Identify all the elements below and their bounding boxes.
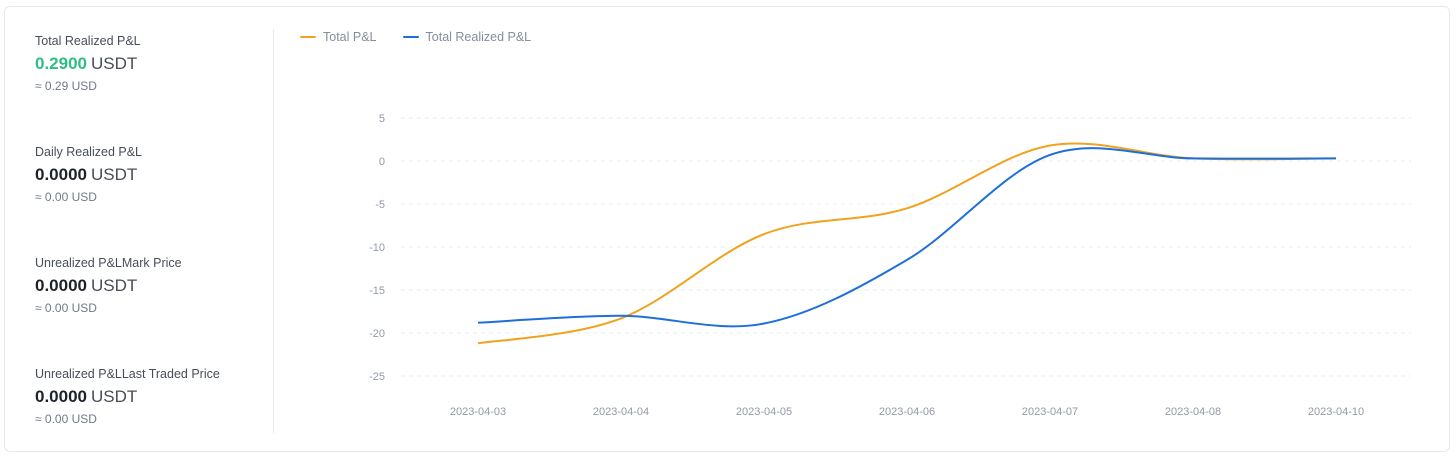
stat-value: 0.0000 USDT	[35, 276, 182, 296]
stat-label: Total Realized P&L	[35, 34, 141, 48]
x-tick-label: 2023-04-05	[736, 406, 792, 418]
y-tick-label: -5	[375, 199, 385, 211]
x-tick-label: 2023-04-10	[1308, 406, 1364, 418]
x-tick-label: 2023-04-08	[1165, 406, 1221, 418]
stat-unit: USDT	[91, 54, 138, 73]
stat-approx: ≈ 0.00 USD	[35, 412, 97, 426]
stat-number: 0.0000	[35, 165, 87, 184]
pnl-card: Total Realized P&L 0.2900 USDT ≈ 0.29 USD…	[4, 6, 1450, 452]
stat-approx: ≈ 0.29 USD	[35, 79, 97, 93]
legend-swatch	[300, 36, 316, 38]
y-tick-label: -20	[369, 328, 385, 340]
y-tick-label: -15	[369, 285, 385, 297]
stat-label: Unrealized P&LLast Traded Price	[35, 367, 220, 381]
x-tick-label: 2023-04-03	[450, 406, 506, 418]
stat-value: 0.2900 USDT	[35, 54, 141, 74]
x-tick-label: 2023-04-04	[593, 406, 649, 418]
stat-number: 0.2900	[35, 54, 87, 73]
stat-approx: ≈ 0.00 USD	[35, 301, 97, 315]
pnl-line-chart[interactable]: 5 0 -5 -10 -15 -20 -25 2023-04-03 2023-04-04 2023…	[5, 7, 1451, 453]
series-line	[477, 142, 1337, 345]
x-tick-label: 2023-04-06	[879, 406, 935, 418]
y-tick-label: -25	[369, 371, 385, 383]
stat-unrealized-pnl-last: Unrealized P&LLast Traded Price 0.0000 US…	[35, 366, 220, 426]
stat-unit: USDT	[91, 165, 138, 184]
legend-item-total-pnl[interactable]: Total P&L	[300, 30, 377, 44]
stat-approx: ≈ 0.00 USD	[35, 190, 97, 204]
stat-unit: USDT	[91, 387, 138, 406]
x-tick-label: 2023-04-07	[1022, 406, 1078, 418]
panel-divider	[273, 29, 274, 433]
stat-total-realized-pnl: Total Realized P&L 0.2900 USDT ≈ 0.29 USD	[35, 33, 141, 93]
y-tick-label: 0	[379, 156, 385, 168]
stat-number: 0.0000	[35, 387, 87, 406]
legend-item-total-realized-pnl[interactable]: Total Realized P&L	[402, 30, 532, 44]
stat-unrealized-pnl-mark: Unrealized P&LMark Price 0.0000 USDT ≈ 0.…	[35, 255, 182, 315]
stat-number: 0.0000	[35, 276, 87, 295]
legend-swatch	[402, 36, 419, 38]
stat-label: Unrealized P&LMark Price	[35, 256, 182, 270]
series-line	[477, 147, 1337, 328]
stat-value: 0.0000 USDT	[35, 165, 142, 185]
legend-label: Total Realized P&L	[425, 30, 532, 44]
y-tick-label: -10	[369, 242, 385, 254]
stat-label: Daily Realized P&L	[35, 145, 142, 159]
y-tick-label: 5	[379, 113, 385, 125]
chart-legend: Total P&L Total Realized P&L	[300, 30, 531, 44]
stat-daily-realized-pnl: Daily Realized P&L 0.0000 USDT ≈ 0.00 USD	[35, 144, 142, 204]
stat-value: 0.0000 USDT	[35, 387, 220, 407]
stat-unit: USDT	[91, 276, 138, 295]
stats-panel: Total Realized P&L 0.2900 USDT ≈ 0.29 USD…	[5, 7, 275, 451]
legend-label: Total P&L	[323, 30, 377, 44]
